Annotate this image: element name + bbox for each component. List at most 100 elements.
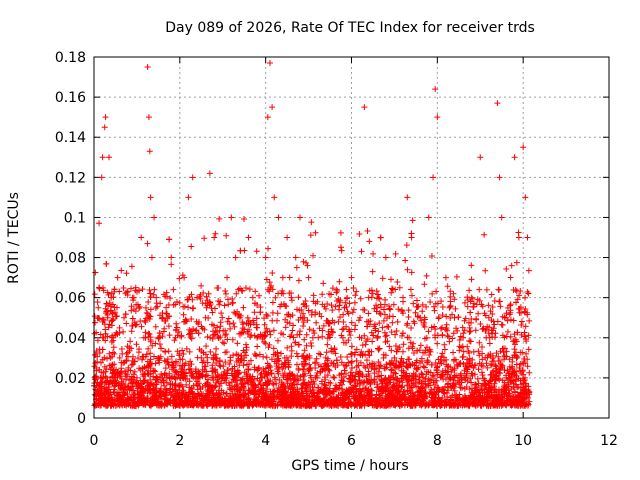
data-point [383,377,390,384]
data-point [251,384,258,391]
data-point [201,366,208,373]
data-point [236,402,243,409]
data-point [464,303,471,310]
data-point [147,313,154,320]
data-point [246,387,253,394]
data-point [507,316,514,323]
data-point [409,397,416,404]
data-point [114,398,121,405]
data-point [518,321,525,328]
data-point [461,385,468,392]
data-point [489,311,496,318]
data-point [321,381,328,388]
data-point [409,384,416,391]
data-point [467,309,474,316]
data-point [359,352,366,359]
data-point [197,291,204,298]
data-point [526,369,533,376]
data-point [425,328,432,335]
data-point [387,379,394,386]
data-point [187,334,194,341]
data-point [365,348,372,355]
data-point [367,395,374,402]
data-point [511,369,518,376]
data-point [224,296,231,303]
data-point [323,349,330,356]
data-point [377,301,384,308]
data-point [299,353,306,360]
data-point [235,312,242,319]
data-point [506,370,513,377]
data-point [210,332,217,339]
data-point [421,364,428,371]
data-point [94,298,101,305]
data-point [456,391,463,398]
data-point [204,390,211,397]
data-point [475,366,482,373]
data-point [364,389,371,396]
data-point [159,400,166,407]
data-point [284,344,291,351]
data-point [410,300,417,307]
data-point [127,338,134,345]
data-point [336,382,343,389]
data-point [145,345,152,352]
data-point [352,378,359,385]
data-point [355,362,362,369]
data-point [517,304,524,311]
data-point [476,339,483,346]
data-point [209,335,216,342]
data-point [157,387,164,394]
data-point [316,325,323,332]
data-point [497,366,504,373]
data-point [247,357,254,364]
data-point [399,379,406,386]
data-point [450,349,457,356]
data-point [476,297,483,304]
data-point [212,327,219,334]
data-point [504,328,511,335]
data-point [518,318,525,325]
data-point [501,379,508,386]
data-point [112,382,119,389]
data-point [265,401,272,408]
data-point [386,359,393,366]
data-point [404,320,411,327]
data-point [262,329,269,336]
data-point [308,219,315,226]
data-point [420,380,427,387]
data-point [439,350,446,357]
data-point [138,234,145,241]
y-tick-label: 0.04 [55,331,86,347]
data-point [133,321,140,328]
data-point [167,391,174,398]
data-point [138,323,145,330]
data-point [136,393,143,400]
data-point [375,328,382,335]
data-point [394,387,401,394]
data-point [501,366,508,373]
data-point [444,384,451,391]
data-point [141,396,148,403]
data-point [123,289,130,296]
x-tick-label: 6 [347,433,356,449]
data-point [522,194,529,201]
data-point [245,234,252,241]
data-point [512,388,519,395]
data-point [209,384,216,391]
data-point [465,363,472,370]
data-point [114,331,121,338]
data-point [243,284,250,291]
data-point [187,366,194,373]
data-point [443,321,450,328]
data-point [229,365,236,372]
data-point [308,394,315,401]
data-point [156,374,163,381]
data-point [132,322,139,329]
data-point [191,393,198,400]
data-point [183,381,190,388]
data-point [109,397,116,404]
data-point [329,285,336,292]
data-point [456,374,463,381]
data-point [476,286,483,293]
